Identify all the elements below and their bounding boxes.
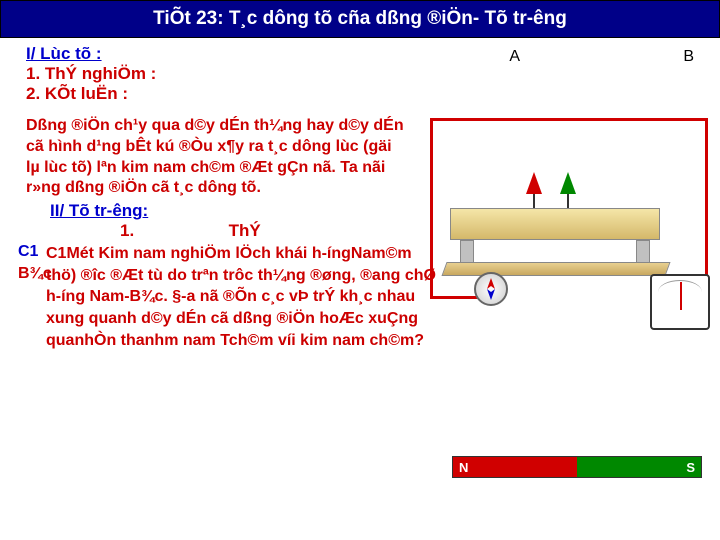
wire-top [430, 118, 706, 121]
ammeter-icon [650, 274, 710, 330]
b34-label: B¾c [18, 265, 52, 283]
left-column: I/ Lùc tõ : 1. ThÝ nghiÖm : 2. KÕt luËn … [20, 44, 420, 351]
heading-tu-truong: II/ Tõ tr-êng: [50, 201, 420, 221]
bar-magnet: N S [452, 456, 702, 478]
sub3-label: ThÝ [229, 221, 261, 241]
paragraph-2: thö) ®îc ®Æt tù do trªn trôc th¼ng ®øng,… [46, 265, 436, 351]
apparatus-bar [450, 208, 660, 240]
paragraph-1: Dßng ®iÖn ch¹y qua d©y dÉn th¼ng hay d©y… [26, 116, 406, 199]
label-a: A [509, 48, 520, 66]
sub3-number: 1. [120, 221, 134, 241]
stand-left [460, 240, 474, 264]
subhead-thi-nghiem: 1. ThÝ nghiÖm : [26, 64, 420, 84]
lesson-title: TiÕt 23: T¸c dông tõ cña dßng ®iÖn- Tõ t… [0, 0, 720, 38]
flag-green-icon [560, 172, 576, 194]
overlap-line: C1Mét Kim nam nghiÖm lÖch khái h-íngNam©… [46, 243, 436, 265]
stand-right [636, 240, 650, 264]
heading-luc-to: I/ Lùc tõ : [26, 44, 420, 64]
wire-right [705, 118, 708, 298]
c1-label: C1 [18, 243, 38, 261]
overlapping-text-block: C1 B¾c C1Mét Kim nam nghiÖm lÖch khái h-… [26, 243, 436, 351]
circuit-diagram: N S [430, 88, 710, 468]
wire-left [430, 118, 433, 298]
content-area: I/ Lùc tõ : 1. ThÝ nghiÖm : 2. KÕt luËn … [0, 38, 720, 357]
magnet-south: S [577, 457, 701, 477]
subhead-ket-luan: 2. KÕt luËn : [26, 84, 420, 104]
compass-icon [474, 272, 508, 306]
flag-red-icon [526, 172, 542, 194]
magnet-north: N [453, 457, 577, 477]
wire-bottom-left [430, 296, 480, 299]
label-b: B [683, 48, 694, 66]
